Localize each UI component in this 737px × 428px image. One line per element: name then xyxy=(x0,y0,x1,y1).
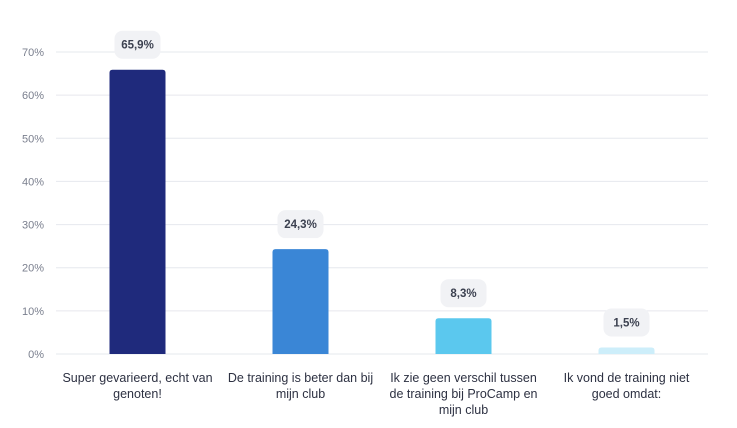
y-tick-label-5: 50% xyxy=(22,133,44,145)
data-label-bg-3 xyxy=(603,308,650,337)
data-label-text-2: 8,3% xyxy=(450,288,476,300)
bar-0 xyxy=(109,69,166,354)
data-label-2: 8,3% xyxy=(440,279,487,308)
data-label-bg-2 xyxy=(440,279,487,308)
data-label-3: 1,5% xyxy=(603,308,650,337)
y-tick-label-2: 20% xyxy=(22,263,44,275)
y-axis: 0% 10% 20% 30% 40% 50% 60% 70% xyxy=(22,47,44,361)
data-label-bg-0 xyxy=(114,30,161,59)
y-tick-label-6: 60% xyxy=(22,90,44,102)
x-tick-label-3: Ik vond de training niet goed omdat: xyxy=(564,371,690,401)
bar-2 xyxy=(435,318,492,354)
y-tick-label-7: 70% xyxy=(22,47,44,59)
bar-3 xyxy=(598,347,655,354)
data-label-text-3: 1,5% xyxy=(613,318,639,330)
data-label-0: 65,9% xyxy=(114,30,161,59)
bar-1 xyxy=(272,249,329,354)
y-tick-label-4: 40% xyxy=(22,176,44,188)
y-tick-label-3: 30% xyxy=(22,220,44,232)
data-labels: 65,9% 24,3% 8,3% 1,5% xyxy=(114,30,650,337)
data-label-text-1: 24,3% xyxy=(284,219,317,231)
x-tick-label-0: Super gevarieerd, echt van genoten! xyxy=(62,371,212,401)
y-tick-label-1: 10% xyxy=(22,306,44,318)
bars xyxy=(109,69,655,354)
data-label-bg-1 xyxy=(277,210,324,239)
x-axis: Super gevarieerd, echt van genoten! De tra… xyxy=(62,371,689,417)
data-label-text-0: 65,9% xyxy=(121,40,154,52)
y-tick-label-0: 0% xyxy=(28,349,44,361)
x-tick-label-1: De training is beter dan bij mijn club xyxy=(228,371,373,401)
data-label-1: 24,3% xyxy=(277,210,324,239)
x-tick-label-2: Ik zie geen verschil tussen de training b… xyxy=(390,371,538,417)
